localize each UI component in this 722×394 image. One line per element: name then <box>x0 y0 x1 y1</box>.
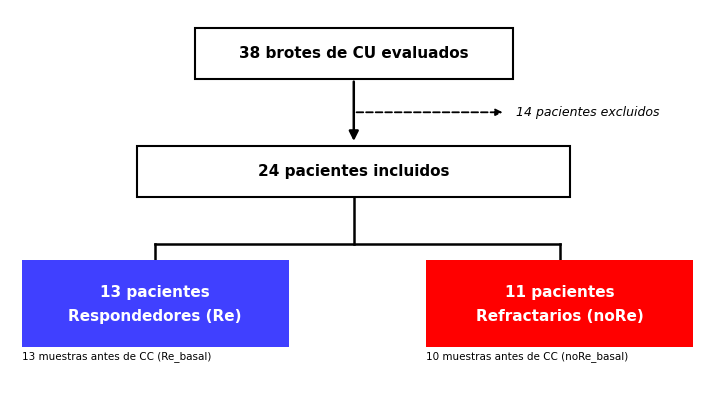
Text: 10 muestras antes de CC (noRe_basal): 10 muestras antes de CC (noRe_basal) <box>426 351 628 362</box>
Text: 38 brotes de CU evaluados: 38 brotes de CU evaluados <box>239 46 469 61</box>
Text: 24 pacientes incluidos: 24 pacientes incluidos <box>258 164 450 179</box>
Text: 11 pacientes: 11 pacientes <box>505 286 614 301</box>
FancyBboxPatch shape <box>22 260 289 347</box>
Text: 13 pacientes: 13 pacientes <box>100 286 210 301</box>
Text: 13 muestras antes de CC (Re_basal): 13 muestras antes de CC (Re_basal) <box>22 351 211 362</box>
Text: Respondedores (Re): Respondedores (Re) <box>69 309 242 324</box>
Text: 14 pacientes excluidos: 14 pacientes excluidos <box>516 106 660 119</box>
FancyBboxPatch shape <box>426 260 693 347</box>
FancyBboxPatch shape <box>195 28 513 79</box>
Text: Refractarios (noRe): Refractarios (noRe) <box>476 309 643 324</box>
FancyBboxPatch shape <box>137 146 570 197</box>
